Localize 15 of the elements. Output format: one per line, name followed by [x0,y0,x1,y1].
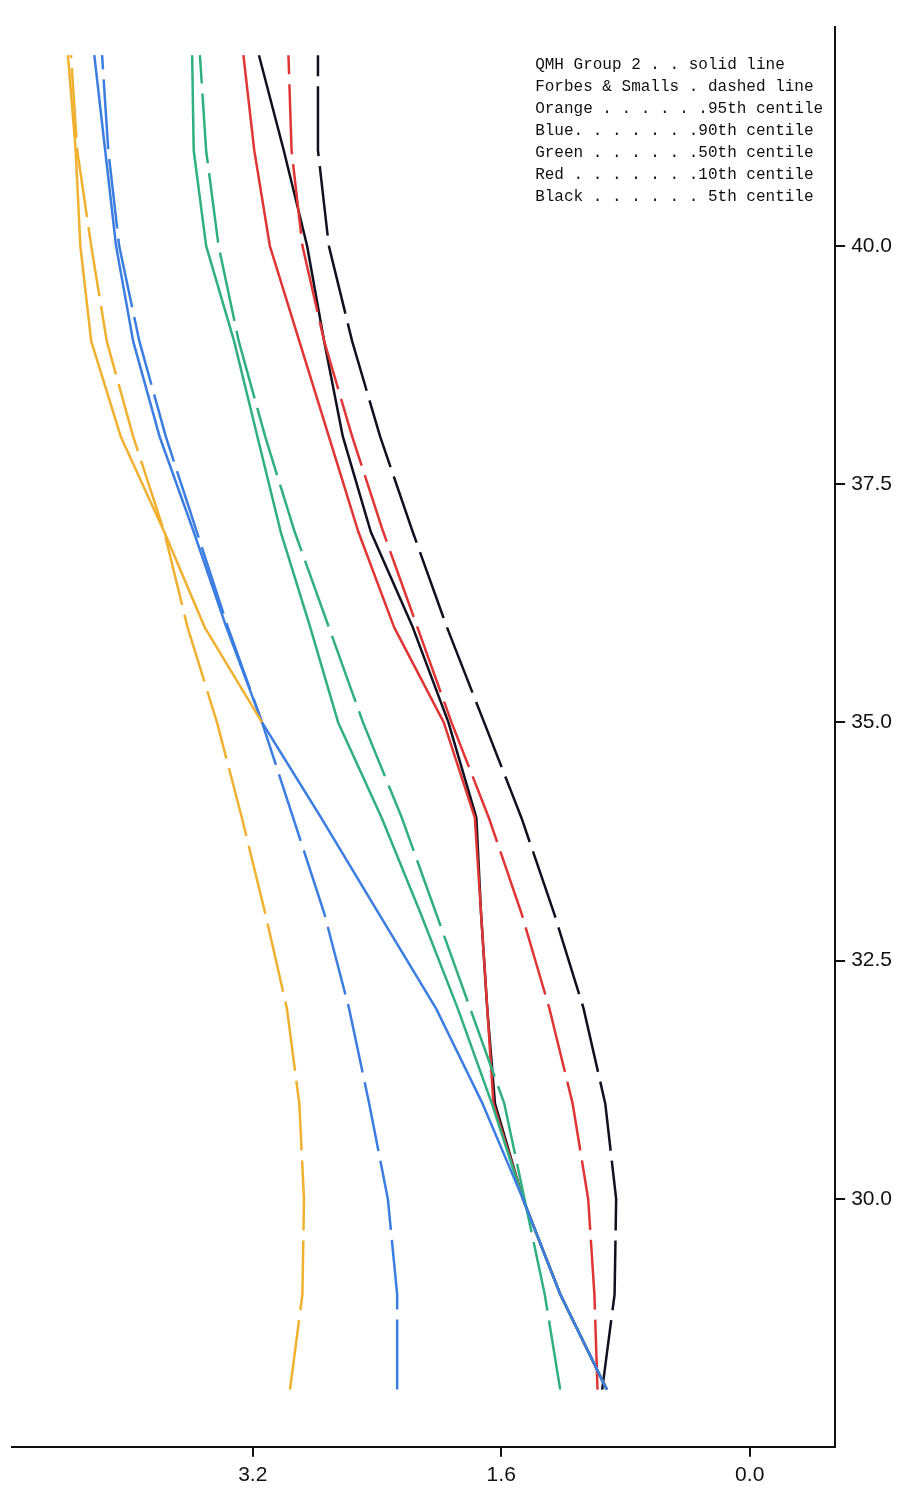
annotation: Forbes & Smalls . dashed line [535,77,814,96]
x-tick-label: 3.2 [238,1462,268,1486]
y-tick-label: 37.5 [851,470,892,494]
annotation: Orange . . . . . .95th centile [535,99,824,118]
y-tick-label: 35.0 [851,709,892,733]
y-tick-label: 40.0 [851,232,892,256]
annotation: Red . . . . . . .10th centile [535,165,814,184]
annotation: Green . . . . . .50th centile [535,143,814,162]
annotation: Black . . . . . . 5th centile [535,187,814,206]
annotation: Blue. . . . . . .90th centile [535,121,814,140]
x-tick-label: 1.6 [486,1462,516,1486]
y-tick-label: 30.0 [851,1185,892,1209]
x-tick-label: 0.0 [735,1462,765,1486]
annotation: QMH Group 2 . . solid line [535,55,785,74]
y-tick-label: 32.5 [851,947,892,971]
